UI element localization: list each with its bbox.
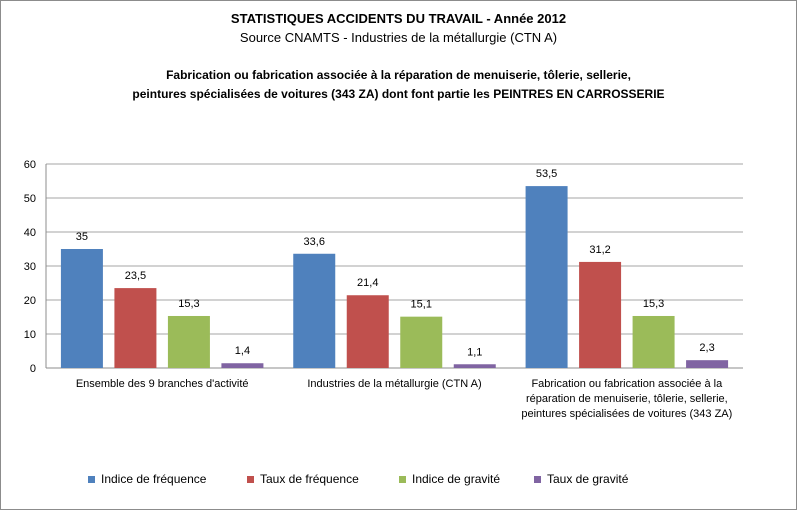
legend-item: Taux de fréquence <box>247 471 359 487</box>
legend-label: Indice de gravité <box>412 472 501 486</box>
x-tick-label: Ensemble des 9 branches d'activité <box>76 378 249 390</box>
data-label: 15,3 <box>178 298 199 310</box>
bar-chart: 0 10 20 30 40 50 60 35 23,5 15,3 1,4 Ensemble des 9… <box>24 159 743 420</box>
y-tick-label: 50 <box>24 193 36 205</box>
bar <box>400 316 443 368</box>
x-tick-label: réparation de menuiserie, tôlerie, selle… <box>526 393 728 405</box>
legend-swatch <box>399 475 406 483</box>
legend-label: Taux de gravité <box>547 472 629 486</box>
data-label: 15,1 <box>411 299 432 311</box>
legend-label: Indice de fréquence <box>101 472 207 486</box>
y-tick-label: 10 <box>24 329 36 341</box>
chart-heading-line-1: Fabrication ou fabrication associée à la… <box>166 68 631 82</box>
legend-label: Taux de fréquence <box>260 472 359 486</box>
bar <box>167 315 210 368</box>
data-label: 31,2 <box>589 244 610 256</box>
legend-item: Taux de gravité <box>534 471 628 487</box>
data-label: 23,5 <box>125 270 146 282</box>
y-tick-label: 30 <box>24 261 36 273</box>
legend-swatch <box>247 475 254 483</box>
y-tick-label: 0 <box>30 363 36 375</box>
data-label: 1,4 <box>235 345 250 357</box>
bar <box>60 249 103 368</box>
y-tick-label: 40 <box>24 227 36 239</box>
legend-item: Indice de gravité <box>399 471 500 487</box>
legend-swatch <box>534 475 541 483</box>
bar <box>221 363 264 368</box>
legend-swatch <box>88 475 95 483</box>
y-tick-label: 20 <box>24 295 36 307</box>
data-label: 21,4 <box>357 277 378 289</box>
bar <box>579 261 622 368</box>
bar <box>293 253 336 368</box>
chart-subtitle: Source CNAMTS - Industries de la métallu… <box>239 30 558 45</box>
data-label: 33,6 <box>304 236 325 248</box>
bar <box>632 315 675 368</box>
data-label: 1,1 <box>467 346 482 358</box>
bar <box>346 295 389 368</box>
bar <box>525 186 568 368</box>
data-label: 53,5 <box>536 168 557 180</box>
chart-title: STATISTIQUES ACCIDENTS DU TRAVAIL - Anné… <box>230 11 567 26</box>
legend-item: Indice de fréquence <box>88 471 206 487</box>
bar <box>686 360 729 368</box>
data-label: 15,3 <box>643 298 664 310</box>
bar <box>114 288 157 368</box>
x-tick-label: Industries de la métallurgie (CTN A) <box>307 378 481 390</box>
data-label: 2,3 <box>699 342 714 354</box>
chart-heading-line-2: peintures spécialisées de voitures (343 … <box>132 87 665 101</box>
y-tick-label: 60 <box>24 159 36 171</box>
data-label: 35 <box>76 231 88 243</box>
x-tick-label: peintures spécialisées de voitures (343 … <box>521 408 732 420</box>
x-tick-label: Fabrication ou fabrication associée à la <box>531 378 723 390</box>
bar <box>453 364 496 368</box>
chart-legend: Indice de fréquence Taux de fréquence Indi… <box>1 471 796 489</box>
